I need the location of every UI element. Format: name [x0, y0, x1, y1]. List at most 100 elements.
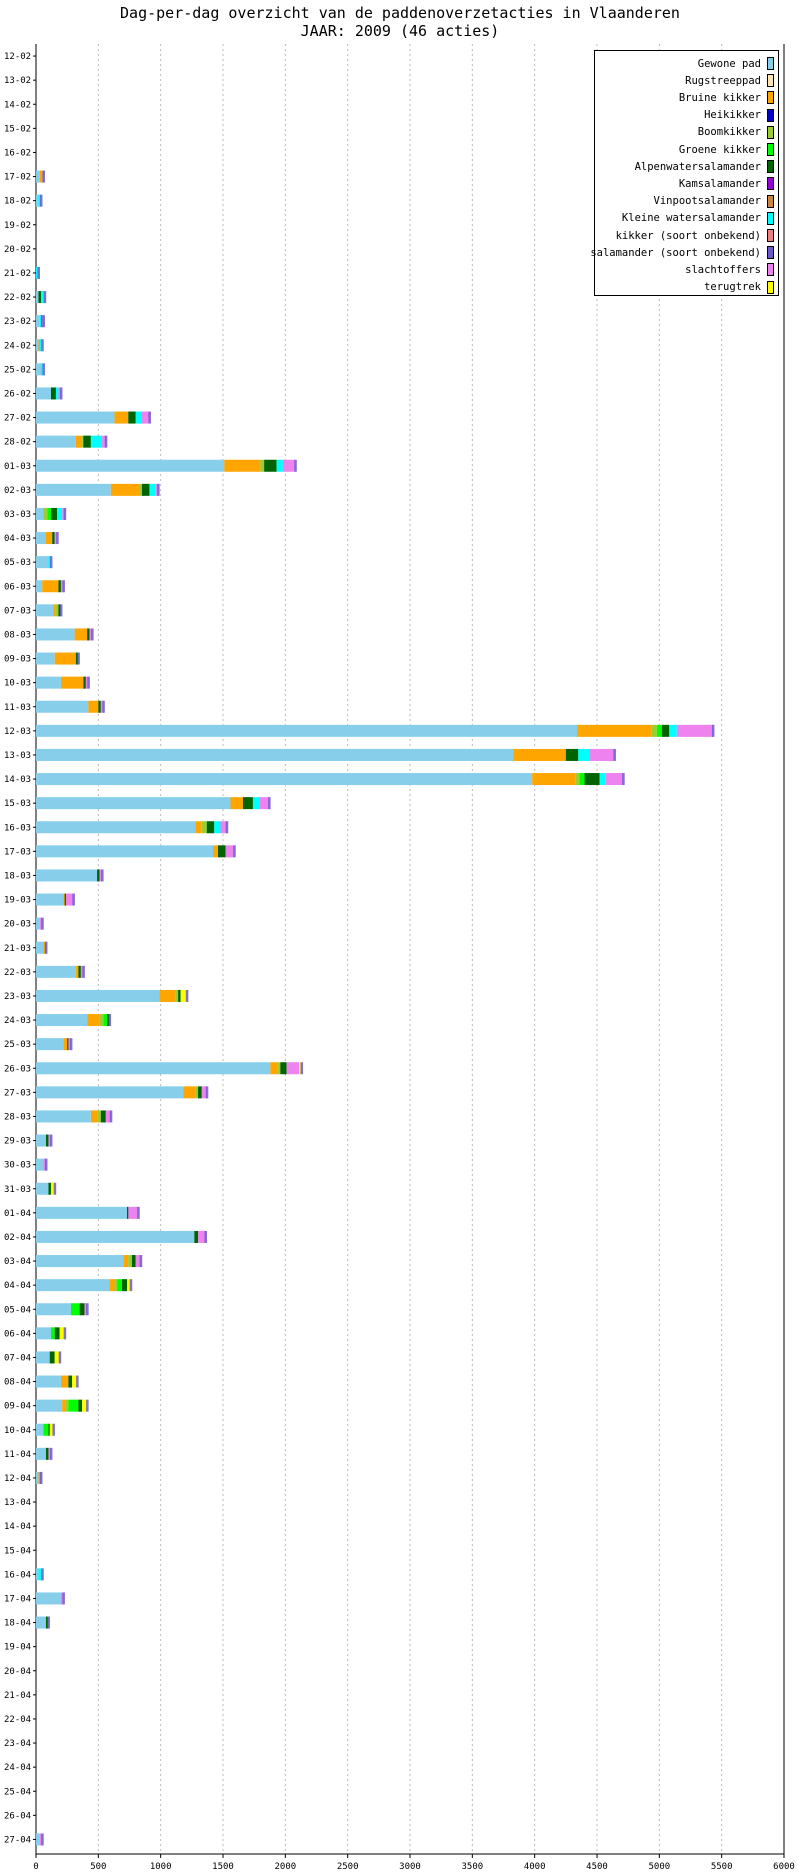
bar-segment	[40, 291, 45, 304]
bar-segment	[49, 1351, 55, 1364]
bar-segment	[110, 483, 140, 496]
bar-segment	[178, 989, 181, 1002]
y-tick-label: 30-03	[4, 1161, 31, 1171]
legend-label: slachtoffers	[685, 263, 761, 276]
bar-end-cap	[44, 1158, 48, 1171]
bar-segment	[36, 435, 76, 448]
bar-segment	[39, 1833, 43, 1846]
y-tick-label: 19-03	[4, 896, 31, 906]
bar-end-cap	[44, 941, 48, 954]
bar-end-cap	[63, 507, 67, 520]
bar-segment	[36, 1447, 46, 1460]
y-tick-label: 17-04	[4, 1594, 31, 1604]
bar-end-cap	[52, 1423, 55, 1436]
bar-segment	[100, 1110, 106, 1123]
y-tick-label: 23-03	[4, 992, 31, 1002]
bar-segment	[669, 724, 677, 737]
bar-end-cap	[82, 965, 85, 978]
bar-segment	[58, 387, 61, 400]
y-tick-label: 22-04	[4, 1715, 31, 1725]
bar-end-cap	[300, 1062, 304, 1075]
bar-segment	[599, 773, 606, 786]
bar-segment	[36, 170, 40, 183]
bar-segment	[252, 797, 260, 810]
bar-end-cap	[77, 652, 80, 665]
bar-segment	[48, 1423, 50, 1436]
y-tick-label: 18-03	[4, 871, 31, 881]
bar-segment	[52, 532, 55, 545]
x-tick-label: 1500	[212, 1862, 234, 1872]
bar-segment	[36, 291, 39, 304]
bar-segment	[38, 1471, 40, 1484]
bar-end-cap	[109, 1110, 113, 1123]
bar-end-cap	[69, 1038, 73, 1051]
bar-end-cap	[104, 435, 108, 448]
bar-segment	[276, 459, 283, 472]
legend-item: Boomkikker	[698, 124, 774, 141]
bar-segment	[36, 194, 39, 207]
bar-segment	[60, 1592, 64, 1605]
y-tick-label: 08-04	[4, 1378, 31, 1388]
bar-end-cap	[49, 556, 53, 569]
y-tick-label: 05-03	[4, 558, 31, 568]
bar-segment	[36, 1833, 40, 1846]
chart-legend: Gewone pad Rugstreeppad Bruine kikker Heiki…	[590, 50, 779, 296]
x-tick-label: 4500	[586, 1862, 608, 1872]
y-tick-label: 20-02	[4, 245, 31, 255]
bar-end-cap	[47, 1616, 50, 1629]
bar-segment	[83, 435, 91, 448]
bar-segment	[98, 700, 101, 713]
bar-segment	[198, 1086, 202, 1099]
legend-item: salamander (soort onbekend)	[590, 244, 774, 261]
bar-segment	[175, 989, 179, 1002]
bar-segment	[63, 893, 65, 906]
bar-end-cap	[139, 1255, 143, 1268]
bar-segment	[50, 507, 58, 520]
y-tick-label: 28-02	[4, 438, 31, 448]
bar-segment	[99, 869, 103, 882]
bar-segment	[149, 483, 156, 496]
legend-label: terugtrek	[704, 281, 761, 294]
bar-segment	[201, 821, 207, 834]
bar-end-cap	[233, 845, 236, 858]
y-tick-label: 28-03	[4, 1112, 31, 1122]
y-tick-label: 16-02	[4, 148, 31, 158]
bar-segment	[65, 893, 74, 906]
bar-segment	[201, 1086, 207, 1099]
bar-segment	[513, 748, 566, 761]
bar-segment	[661, 724, 670, 737]
bar-segment	[36, 724, 578, 737]
bar-end-cap	[41, 339, 44, 352]
bar-segment	[605, 773, 624, 786]
x-tick-label: 2000	[274, 1862, 296, 1872]
legend-swatch	[767, 108, 774, 122]
bar-segment	[45, 532, 53, 545]
bar-segment	[213, 845, 219, 858]
bar-segment	[36, 411, 115, 424]
bar-segment	[218, 845, 226, 858]
bar-end-cap	[63, 1327, 67, 1340]
bar-end-cap	[58, 1351, 62, 1364]
bar-segment	[36, 748, 514, 761]
bar-segment	[36, 1423, 44, 1436]
bar-segment	[36, 604, 54, 617]
y-tick-label: 10-03	[4, 679, 31, 689]
bar-segment	[83, 676, 86, 689]
bar-segment	[36, 1110, 91, 1123]
bar-end-cap	[59, 604, 63, 617]
y-tick-label: 15-03	[4, 799, 31, 809]
bar-end-cap	[613, 748, 616, 761]
legend-swatch	[767, 280, 774, 294]
bar-end-cap	[148, 411, 151, 424]
bar-segment	[68, 1399, 79, 1412]
bar-segment	[195, 1086, 199, 1099]
bar-segment	[50, 1327, 55, 1340]
bar-segment	[198, 1230, 206, 1243]
y-tick-label: 01-04	[4, 1209, 31, 1219]
bar-segment	[36, 580, 43, 593]
bar-segment	[225, 845, 235, 858]
bar-segment	[80, 965, 84, 978]
bar-segment	[532, 773, 576, 786]
bar-segment	[36, 556, 49, 569]
